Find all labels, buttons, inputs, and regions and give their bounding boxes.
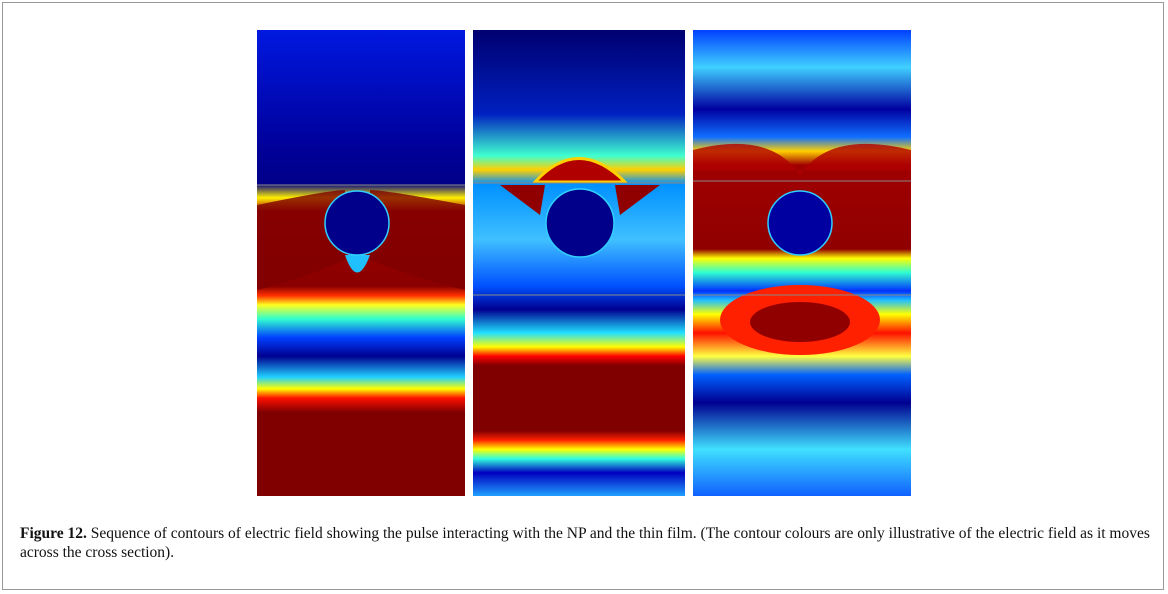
panel-2 [473, 30, 685, 496]
panel-3 [693, 30, 911, 496]
caption: Figure 12. Sequence of contours of elect… [20, 524, 1150, 562]
figure-label: Figure 12. [20, 525, 87, 542]
panel-1 [257, 30, 465, 496]
figure-images [257, 30, 911, 496]
caption-text: Sequence of contours of electric field s… [20, 525, 1150, 561]
